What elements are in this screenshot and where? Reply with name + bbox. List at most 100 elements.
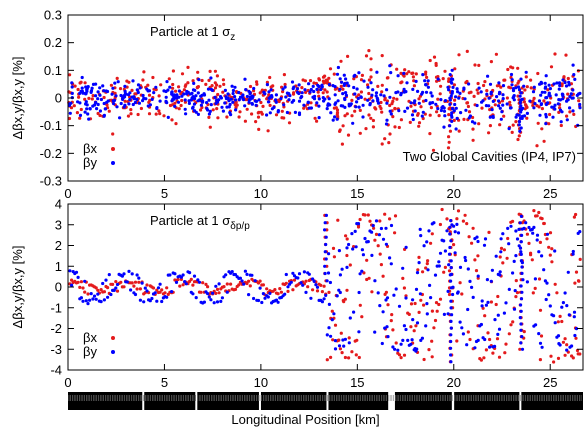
data-point — [501, 232, 505, 236]
data-point — [78, 113, 83, 117]
data-point — [313, 116, 317, 120]
data-point — [576, 69, 581, 73]
data-point — [571, 252, 575, 256]
data-point — [372, 226, 376, 230]
data-point — [388, 64, 392, 68]
data-point — [464, 108, 468, 112]
data-point — [427, 229, 431, 233]
data-point — [279, 290, 283, 294]
data-point — [356, 96, 360, 101]
data-point — [543, 279, 548, 283]
data-point — [70, 85, 74, 89]
data-point — [381, 310, 385, 314]
data-point — [559, 123, 563, 128]
data-point — [430, 355, 434, 359]
data-point — [192, 81, 196, 85]
data-point — [137, 280, 141, 284]
data-point — [571, 249, 575, 254]
data-point — [544, 96, 548, 100]
data-point — [343, 97, 347, 102]
data-point — [438, 92, 442, 96]
data-point — [565, 118, 569, 122]
data-point — [323, 271, 327, 276]
data-point — [202, 300, 206, 304]
data-point — [453, 251, 457, 255]
data-point — [409, 325, 413, 329]
axes-layer — [67, 14, 584, 371]
data-point — [243, 269, 247, 273]
data-point — [343, 355, 347, 360]
data-point — [150, 296, 154, 301]
data-point — [543, 90, 547, 94]
data-point — [402, 87, 406, 91]
data-point — [165, 295, 169, 299]
data-point — [315, 285, 320, 289]
data-point — [369, 116, 373, 120]
data-point — [101, 84, 105, 88]
data-point — [447, 263, 451, 267]
data-point — [196, 99, 200, 103]
annotation-subscript: δp/p — [230, 221, 250, 232]
data-point — [517, 227, 521, 231]
data-point — [533, 277, 538, 281]
data-point — [466, 307, 470, 312]
data-point — [424, 90, 429, 94]
data-point — [463, 255, 467, 260]
data-point — [338, 290, 342, 295]
data-point — [425, 240, 429, 244]
data-point — [200, 78, 204, 83]
data-point — [175, 95, 179, 99]
data-point — [136, 112, 140, 117]
y-tick-label: -0.1 — [40, 118, 62, 133]
data-point — [199, 290, 203, 294]
data-point — [361, 103, 365, 107]
data-point — [412, 329, 416, 333]
data-point — [297, 83, 301, 87]
data-point — [300, 86, 304, 90]
data-point — [525, 232, 530, 236]
data-point — [91, 94, 95, 98]
data-point — [524, 75, 528, 79]
data-point — [426, 268, 430, 272]
data-point — [226, 92, 230, 96]
data-point — [259, 110, 263, 114]
data-point — [509, 224, 513, 228]
data-point — [119, 101, 123, 106]
data-point — [274, 98, 278, 102]
data-point — [347, 242, 351, 247]
data-point — [83, 110, 87, 114]
data-point — [80, 86, 84, 90]
data-point — [383, 292, 387, 296]
data-point — [280, 109, 284, 113]
data-point — [237, 98, 241, 102]
data-point — [129, 108, 133, 112]
data-point — [96, 102, 100, 107]
data-point — [311, 288, 315, 292]
data-point — [316, 83, 320, 87]
data-point — [424, 98, 428, 103]
data-point — [489, 279, 493, 283]
data-point — [548, 253, 552, 257]
data-point — [476, 91, 480, 95]
data-point — [237, 90, 241, 95]
data-point — [133, 92, 137, 96]
legend-marker — [111, 336, 115, 340]
data-point — [112, 102, 116, 106]
data-point — [258, 286, 262, 290]
y-tick-label: -3 — [50, 342, 62, 357]
data-point — [338, 87, 342, 91]
data-point — [342, 73, 346, 77]
data-point — [111, 132, 115, 136]
data-point — [183, 107, 187, 111]
data-point — [176, 100, 181, 104]
data-point — [465, 49, 469, 54]
data-point — [128, 91, 132, 95]
data-point — [450, 90, 454, 94]
data-point — [518, 221, 522, 225]
data-point — [508, 100, 512, 104]
data-point — [547, 293, 551, 297]
data-point — [502, 114, 506, 118]
data-point — [186, 81, 190, 85]
data-point — [320, 85, 324, 89]
data-point — [256, 115, 261, 119]
